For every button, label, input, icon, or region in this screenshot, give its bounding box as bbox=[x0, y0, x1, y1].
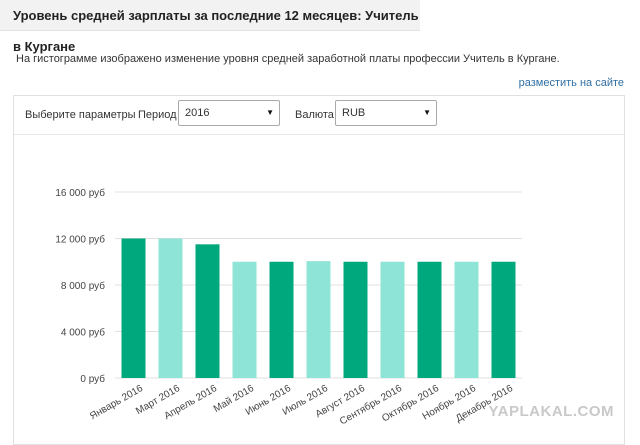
parameters-bar: Выберите параметры Период 2016 ▼ Валюта … bbox=[14, 96, 624, 135]
currency-label: Валюта bbox=[295, 109, 334, 121]
bar bbox=[454, 261, 479, 378]
dropdown-arrow-icon: ▼ bbox=[423, 108, 431, 117]
x-tick-label: Январь 2016 bbox=[88, 383, 145, 422]
y-tick-label: 16 000 руб bbox=[55, 187, 105, 199]
period-select[interactable]: 2016 ▼ bbox=[178, 100, 280, 126]
y-tick-label: 12 000 руб bbox=[55, 234, 105, 246]
bar bbox=[491, 261, 516, 378]
period-label: Период bbox=[138, 109, 177, 121]
bar bbox=[343, 261, 368, 378]
currency-select-value: RUB bbox=[342, 107, 366, 119]
watermark: YAPLAKAL.COM bbox=[488, 403, 614, 420]
bar bbox=[380, 261, 405, 378]
page-title: Уровень средней зарплаты за последние 12… bbox=[0, 0, 420, 54]
y-tick-label: 8 000 руб bbox=[61, 280, 105, 292]
embed-on-site-link[interactable]: разместить на сайте bbox=[518, 77, 624, 89]
parameters-label: Выберите параметры bbox=[25, 109, 136, 121]
bar bbox=[158, 238, 183, 378]
period-select-value: 2016 bbox=[185, 107, 210, 119]
bar bbox=[417, 261, 442, 378]
y-tick-label: 0 руб bbox=[80, 373, 105, 385]
bar bbox=[306, 261, 331, 378]
chart-description: На гистограмме изображено изменение уров… bbox=[16, 53, 560, 65]
bar bbox=[269, 261, 294, 378]
x-tick-label: Сентябрь 2016 bbox=[338, 382, 405, 428]
currency-select[interactable]: RUB ▼ bbox=[335, 100, 437, 126]
bar bbox=[232, 261, 257, 378]
bar bbox=[121, 238, 146, 378]
bar bbox=[195, 244, 220, 378]
dropdown-arrow-icon: ▼ bbox=[266, 108, 274, 117]
y-tick-label: 4 000 руб bbox=[61, 327, 105, 339]
